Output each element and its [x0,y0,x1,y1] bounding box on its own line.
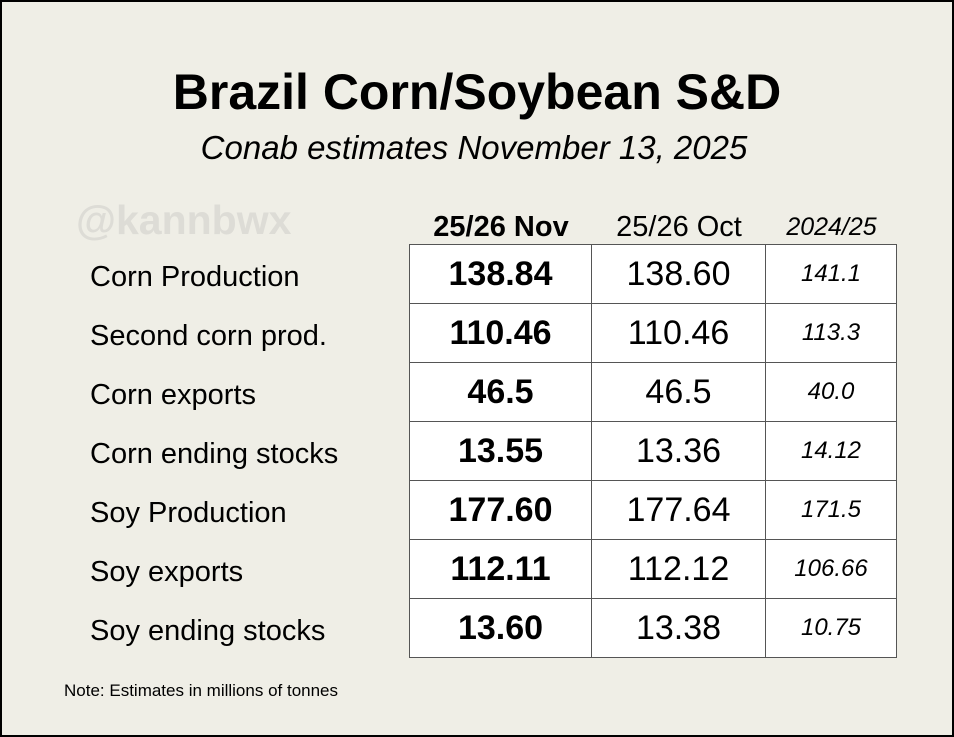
table-row: 138.84 138.60 141.1 [409,244,897,304]
cell-2024-25: 171.5 [765,480,897,540]
watermark: @kannbwx [76,197,292,243]
column-header-25-26-nov: 25/26 Nov [433,211,569,243]
cell-oct: 110.46 [591,303,766,363]
table-row: 177.60 177.64 171.5 [409,480,897,540]
row-label-soy-production: Soy Production [90,497,287,529]
footnote: Note: Estimates in millions of tonnes [64,681,339,700]
table-row: 13.55 13.36 14.12 [409,421,897,481]
chart-subtitle: Conab estimates November 13, 2025 [200,129,748,166]
table-row: 46.5 46.5 40.0 [409,362,897,422]
cell-2024-25: 141.1 [765,244,897,304]
cell-2024-25: 10.75 [765,598,897,658]
column-header-25-26-oct: 25/26 Oct [616,211,742,243]
cell-nov: 13.55 [409,421,592,481]
row-label-soy-ending-stocks: Soy ending stocks [90,615,326,647]
cell-oct: 112.12 [591,539,766,599]
cell-2024-25: 106.66 [765,539,897,599]
cell-2024-25: 40.0 [765,362,897,422]
row-label-second-corn-prod: Second corn prod. [90,320,327,352]
table-row: 110.46 110.46 113.3 [409,303,897,363]
row-label-corn-production: Corn Production [90,261,300,293]
table-row: 112.11 112.12 106.66 [409,539,897,599]
cell-oct: 177.64 [591,480,766,540]
cell-nov: 13.60 [409,598,592,658]
data-table: 138.84 138.60 141.1 110.46 110.46 113.3 … [409,244,897,658]
cell-2024-25: 113.3 [765,303,897,363]
column-header-2024-25: 2024/25 [786,213,877,241]
cell-nov: 138.84 [409,244,592,304]
cell-oct: 138.60 [591,244,766,304]
row-label-soy-exports: Soy exports [90,556,244,588]
cell-nov: 110.46 [409,303,592,363]
cell-oct: 46.5 [591,362,766,422]
cell-oct: 13.38 [591,598,766,658]
cell-2024-25: 14.12 [765,421,897,481]
row-label-corn-exports: Corn exports [90,379,257,411]
cell-nov: 177.60 [409,480,592,540]
cell-nov: 112.11 [409,539,592,599]
row-label-corn-ending-stocks: Corn ending stocks [90,438,339,470]
cell-nov: 46.5 [409,362,592,422]
table-row: 13.60 13.38 10.75 [409,598,897,658]
chart-title: Brazil Corn/Soybean S&D [172,64,782,120]
cell-oct: 13.36 [591,421,766,481]
